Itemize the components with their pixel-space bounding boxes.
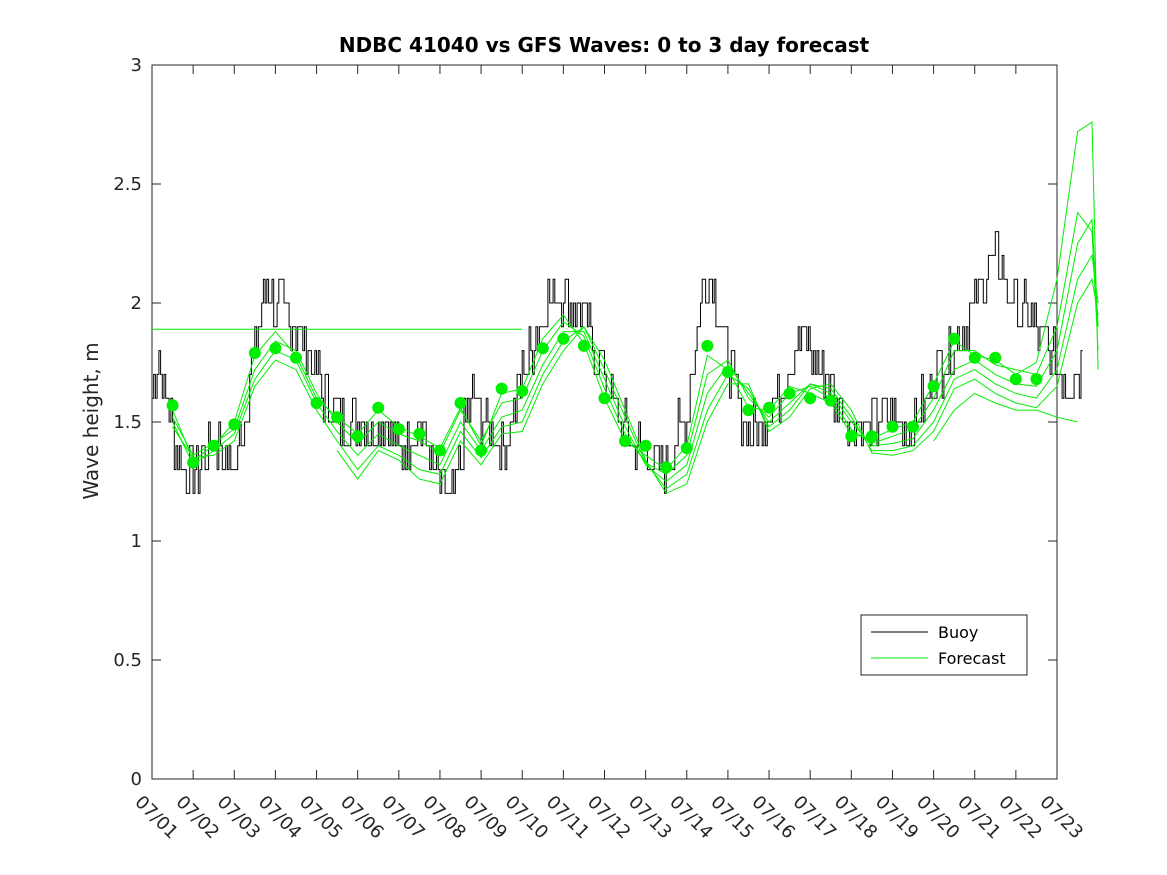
forecast-marker [495, 382, 508, 395]
y-tick-label: 2 [131, 293, 142, 314]
forecast-marker [536, 342, 549, 355]
x-tick-label: 07/07 [377, 792, 429, 844]
x-tick-label: 07/22 [994, 792, 1046, 844]
y-tick-label: 1.5 [113, 412, 142, 433]
forecast-series-line [172, 253, 1099, 490]
x-tick-label: 07/10 [501, 792, 553, 844]
forecast-marker [331, 411, 344, 424]
forecast-series-line [172, 121, 1099, 471]
y-axis-label: Wave height, m [79, 342, 103, 499]
x-tick-label: 07/18 [830, 792, 882, 844]
forecast-marker [557, 332, 570, 345]
forecast-marker [701, 339, 714, 352]
forecast-marker [454, 396, 467, 409]
y-tick-label: 0 [131, 769, 142, 790]
x-tick-label: 07/13 [624, 792, 676, 844]
x-tick-label: 07/17 [789, 792, 841, 844]
forecast-marker [351, 430, 364, 443]
forecast-marker [865, 430, 878, 443]
forecast-marker [392, 423, 405, 436]
y-tick-label: 3 [131, 55, 142, 76]
forecast-marker [187, 456, 200, 469]
x-tick-label: 07/20 [912, 792, 964, 844]
forecast-marker [166, 399, 179, 412]
legend-label-forecast: Forecast [938, 649, 1006, 668]
legend-label-buoy: Buoy [938, 623, 978, 642]
forecast-marker [968, 351, 981, 364]
forecast-marker [372, 401, 385, 414]
forecast-marker [577, 339, 590, 352]
forecast-marker [228, 418, 241, 431]
forecast-marker [619, 435, 632, 448]
x-tick-label: 07/16 [748, 792, 800, 844]
x-tick-label: 07/06 [336, 792, 388, 844]
legend-box [860, 614, 1028, 676]
forecast-marker [783, 387, 796, 400]
x-tick-label: 07/03 [213, 792, 265, 844]
forecast-marker [269, 342, 282, 355]
x-tick-label: 07/02 [172, 792, 224, 844]
legend: Buoy Forecast [860, 614, 1028, 676]
buoy-series-line [152, 231, 1083, 494]
forecast-series-line [933, 392, 1078, 442]
forecast-series-line [172, 218, 1099, 483]
x-tick-label: 07/23 [1035, 792, 1087, 844]
forecast-marker [248, 346, 261, 359]
forecast-marker [948, 332, 961, 345]
x-tick-label: 07/01 [130, 792, 182, 844]
x-tick-label: 07/21 [953, 792, 1005, 844]
x-tick-label: 07/11 [542, 792, 594, 844]
forecast-marker [310, 396, 323, 409]
y-axis: 0 0.5 1 1.5 2 2.5 3 [113, 55, 1057, 790]
forecast-marker [680, 442, 693, 455]
forecast-marker [763, 401, 776, 414]
x-tick-label: 07/14 [665, 792, 717, 844]
forecast-marker [1030, 373, 1043, 386]
forecast-marker [721, 366, 734, 379]
forecast-marker [207, 439, 220, 452]
forecast-marker [907, 420, 920, 433]
y-tick-label: 0.5 [113, 650, 142, 671]
forecast-marker [639, 439, 652, 452]
forecast-marker [804, 392, 817, 405]
forecast-marker [989, 351, 1002, 364]
forecast-marker [886, 420, 899, 433]
x-axis: 07/0107/0207/0307/0407/0507/0607/0707/08… [130, 65, 1087, 843]
x-tick-label: 07/12 [583, 792, 635, 844]
y-tick-label: 1 [131, 531, 142, 552]
chart-title: NDBC 41040 vs GFS Waves: 0 to 3 day fore… [339, 33, 870, 57]
forecast-marker [660, 461, 673, 474]
series-layer [152, 121, 1099, 495]
x-tick-label: 07/08 [418, 792, 470, 844]
forecast-marker [927, 380, 940, 393]
forecast-marker [516, 385, 529, 398]
forecast-marker [413, 427, 426, 440]
forecast-series-line [336, 277, 1099, 495]
forecast-marker [1009, 373, 1022, 386]
forecast-marker [742, 404, 755, 417]
y-tick-label: 2.5 [113, 174, 142, 195]
x-tick-label: 07/15 [706, 792, 758, 844]
x-tick-label: 07/19 [871, 792, 923, 844]
x-tick-label: 07/05 [295, 792, 347, 844]
forecast-marker [598, 392, 611, 405]
forecast-marker [845, 430, 858, 443]
forecast-marker [475, 444, 488, 457]
forecast-marker [433, 444, 446, 457]
x-tick-label: 07/09 [460, 792, 512, 844]
forecast-marker [824, 394, 837, 407]
x-tick-label: 07/04 [254, 792, 306, 844]
forecast-marker [289, 351, 302, 364]
